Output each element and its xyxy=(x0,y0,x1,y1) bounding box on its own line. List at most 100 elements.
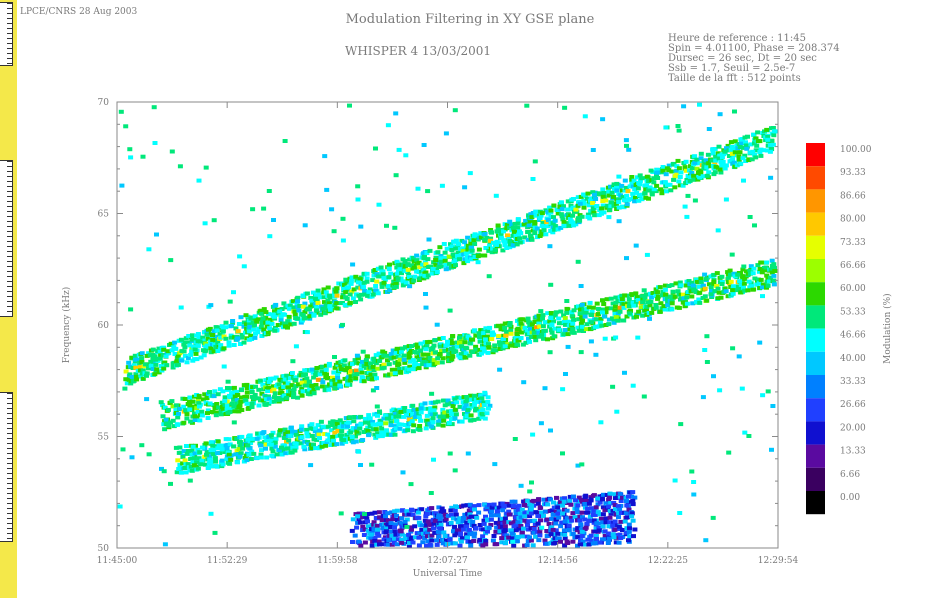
heatmap-cell xyxy=(393,426,399,431)
heatmap-cell xyxy=(655,176,661,180)
heatmap-cell xyxy=(267,326,273,331)
heatmap-cell xyxy=(744,269,749,274)
heatmap-cell xyxy=(615,318,621,323)
heatmap-cell xyxy=(375,531,381,536)
heatmap-cell xyxy=(192,337,198,342)
heatmap-cell xyxy=(293,432,299,437)
heatmap-cell xyxy=(459,238,465,243)
heatmap-cell xyxy=(767,149,773,154)
side-ruler-1[interactable] xyxy=(0,2,13,66)
heatmap-cell xyxy=(417,276,423,281)
heatmap-cell xyxy=(570,213,576,218)
heatmap-cell xyxy=(726,450,732,455)
heatmap-cell xyxy=(739,386,745,391)
heatmap-cell xyxy=(586,203,592,208)
heatmap-cell xyxy=(764,127,770,132)
heatmap-cell xyxy=(407,350,413,355)
heatmap-cell xyxy=(430,420,436,425)
heatmap-cell xyxy=(353,368,359,373)
side-ruler-3[interactable] xyxy=(0,392,13,542)
heatmap-cell xyxy=(254,455,260,460)
heatmap-cell xyxy=(162,405,168,410)
heatmap-cell xyxy=(515,534,521,539)
heatmap-cell xyxy=(504,246,510,250)
heatmap-cell xyxy=(472,401,478,405)
heatmap-cell xyxy=(700,395,706,400)
heatmap-cell xyxy=(241,459,247,464)
heatmap-cell xyxy=(751,266,757,271)
heatmap-cell xyxy=(610,384,616,389)
heatmap-cell xyxy=(622,178,628,183)
heatmap-cell xyxy=(216,405,222,410)
heatmap-cell xyxy=(464,398,470,403)
heatmap-cell xyxy=(195,466,201,471)
heatmap-cell xyxy=(232,409,238,414)
heatmap-cell xyxy=(350,262,356,267)
heatmap-cell xyxy=(338,511,344,516)
heatmap-cell xyxy=(273,302,279,307)
heatmap-cell xyxy=(295,299,300,304)
heatmap-cell xyxy=(743,143,749,148)
heatmap-cell xyxy=(161,345,167,350)
heatmap-cell xyxy=(611,194,616,199)
heatmap-cell xyxy=(239,408,245,412)
heatmap-cell xyxy=(388,521,394,526)
heatmap-cell xyxy=(618,499,624,503)
heatmap-cell xyxy=(571,318,577,322)
heatmap-cell xyxy=(211,329,217,334)
heatmap-cell xyxy=(237,454,243,459)
heatmap-cell xyxy=(199,458,205,463)
heatmap-cell xyxy=(765,283,771,288)
heatmap-cell xyxy=(359,375,365,380)
heatmap-cell xyxy=(406,544,412,548)
heatmap-cell xyxy=(555,511,561,516)
heatmap-cell xyxy=(307,307,312,312)
heatmap-cell xyxy=(199,409,205,414)
heatmap-cell xyxy=(585,191,591,196)
heatmap-cell xyxy=(541,336,546,341)
heatmap-cell xyxy=(561,332,567,337)
heatmap-cell xyxy=(583,493,589,498)
heatmap-cell xyxy=(622,293,628,298)
heatmap-cell xyxy=(715,296,721,301)
heatmap-cell xyxy=(745,134,750,139)
heatmap-cell xyxy=(493,529,499,534)
heatmap-cell xyxy=(532,220,538,224)
heatmap-cell xyxy=(355,285,361,290)
heatmap-cell xyxy=(636,309,642,314)
heatmap-cell xyxy=(237,403,243,408)
heatmap-cell xyxy=(291,321,297,326)
heatmap-cell xyxy=(457,516,463,521)
heatmap-cell xyxy=(373,427,379,432)
heatmap-cell xyxy=(293,378,299,383)
heatmap-cell xyxy=(741,285,746,290)
heatmap-cell xyxy=(564,516,570,521)
heatmap-cell xyxy=(683,168,689,173)
heatmap-cell xyxy=(497,344,503,349)
heatmap-cell xyxy=(451,346,457,351)
heatmap-cell xyxy=(183,470,189,475)
heatmap-cell xyxy=(429,506,435,511)
heatmap-cell xyxy=(446,352,452,356)
heatmap-cell xyxy=(129,374,135,379)
heatmap-cell xyxy=(570,220,576,225)
heatmap-cell xyxy=(378,274,384,279)
heatmap-cell xyxy=(268,438,274,443)
heatmap-cell xyxy=(569,518,575,523)
heatmap-cell xyxy=(187,343,193,348)
heatmap-cell xyxy=(345,424,350,429)
heatmap-cell xyxy=(424,251,430,255)
heatmap-cell xyxy=(171,424,177,429)
heatmap-cell xyxy=(381,362,387,367)
heatmap-cell xyxy=(439,360,445,365)
heatmap-cell xyxy=(455,395,461,400)
heatmap-cell xyxy=(269,453,275,458)
heatmap-cell xyxy=(302,447,308,452)
heatmap-cell xyxy=(398,276,404,281)
side-ruler-2[interactable] xyxy=(0,160,13,317)
heatmap-cell xyxy=(448,242,453,247)
heatmap-cell xyxy=(212,456,218,461)
heatmap-cell xyxy=(338,364,344,369)
heatmap-cell xyxy=(323,363,329,368)
heatmap-cell xyxy=(732,139,738,144)
